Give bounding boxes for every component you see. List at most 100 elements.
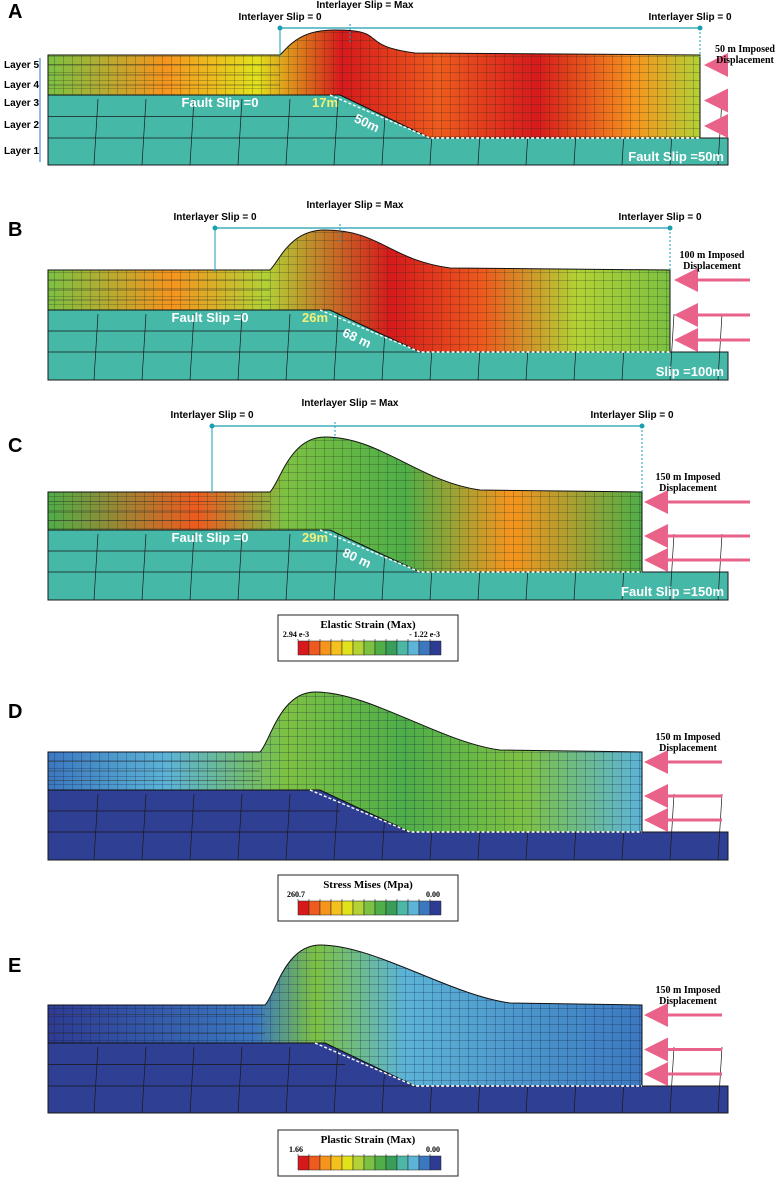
legend-swatch — [352, 640, 365, 656]
legend-swatch — [374, 1155, 387, 1171]
legend-swatch — [308, 1155, 321, 1171]
fine-mesh — [48, 30, 700, 138]
interlayer-slip-right: Interlayer Slip = 0 — [618, 212, 702, 223]
panel-label: E — [8, 955, 21, 977]
color-legend: Plastic Strain (Max) 1.66 0.00 — [277, 1129, 459, 1177]
fault-slip-mid: 17m — [312, 95, 338, 110]
legend-swatch — [396, 640, 409, 656]
mesh-line — [717, 793, 723, 861]
fault-slip-mid: 29m — [302, 530, 328, 545]
legend-max: 2.94 e-3 — [283, 630, 309, 639]
legend-swatch — [363, 640, 376, 656]
mesh-line — [189, 98, 195, 166]
legend-swatch — [429, 1155, 442, 1171]
mesh-line — [141, 533, 147, 601]
legend-swatch — [330, 640, 343, 656]
legend-swatch — [396, 900, 409, 916]
fault-slip-mid: 26m — [302, 310, 328, 325]
panel-label: C — [8, 435, 22, 457]
imposed-label: 100 m Imposed — [679, 250, 744, 261]
legend-title: Plastic Strain (Max) — [321, 1134, 416, 1146]
legend-swatch — [352, 1155, 365, 1171]
layer-label: Layer 5 — [4, 60, 39, 71]
legend-swatch — [385, 900, 398, 916]
legend-swatch — [352, 900, 365, 916]
color-legend: Stress Mises (Mpa) 260.7 0.00 — [277, 874, 459, 922]
legend-max: 260.7 — [287, 890, 305, 899]
mesh-line — [237, 793, 243, 861]
interlayer-slip-left: Interlayer Slip = 0 — [170, 410, 254, 421]
mesh-line — [141, 98, 147, 166]
mesh-line — [237, 1046, 243, 1114]
slip-node — [212, 225, 218, 231]
imposed-label: Displacement — [659, 996, 717, 1007]
panel-label: A — [8, 1, 22, 23]
legend-swatch — [341, 1155, 354, 1171]
legend-swatch — [385, 640, 398, 656]
mesh-line — [669, 533, 675, 601]
legend-swatch — [319, 640, 332, 656]
interlayer-slip-right: Interlayer Slip = 0 — [648, 12, 732, 23]
legend-swatch — [308, 640, 321, 656]
mesh-line — [189, 1046, 195, 1114]
fault-trace — [329, 94, 700, 139]
fault-slip-left: Fault Slip =0 — [172, 310, 249, 325]
mesh-line — [285, 1046, 291, 1114]
slip-node — [639, 423, 645, 429]
imposed-label: 50 m Imposed — [715, 44, 775, 55]
mesh-line — [285, 98, 291, 166]
legend-swatch — [319, 1155, 332, 1171]
fault-trace — [309, 789, 642, 833]
legend-swatch — [363, 1155, 376, 1171]
slip-node — [667, 225, 673, 231]
fault-slip-right: Fault Slip =150m — [621, 584, 724, 599]
legend-swatch — [297, 1155, 310, 1171]
interlayer-slip-mid: Interlayer Slip = Max — [302, 398, 399, 409]
mesh-line — [141, 793, 147, 861]
mesh-line — [333, 98, 339, 166]
legend-swatch — [429, 640, 442, 656]
panel-label: D — [8, 701, 22, 723]
legend-swatch — [418, 1155, 431, 1171]
mesh-line — [189, 793, 195, 861]
legend-swatch — [407, 640, 420, 656]
legend-max: 1.66 — [289, 1145, 303, 1154]
legend-min: 0.00 — [426, 1145, 440, 1154]
fault-slip-right: Slip =100m — [656, 364, 724, 379]
mesh-line — [237, 533, 243, 601]
mesh-line — [93, 98, 99, 166]
interlayer-slip-mid: Interlayer Slip = Max — [317, 0, 414, 11]
interlayer-slip-left: Interlayer Slip = 0 — [173, 212, 257, 223]
fault-slip-right: Fault Slip =50m — [628, 149, 724, 164]
imposed-label: Displacement — [659, 743, 717, 754]
mesh-line — [285, 533, 291, 601]
legend-swatch — [297, 900, 310, 916]
imposed-label: Displacement — [683, 261, 741, 272]
legend-swatch — [407, 900, 420, 916]
legend-title: Stress Mises (Mpa) — [323, 879, 413, 891]
mesh-line — [285, 313, 291, 381]
legend-swatch — [363, 900, 376, 916]
layer-label: Layer 3 — [4, 98, 39, 109]
mesh-line — [189, 533, 195, 601]
mesh-line — [333, 793, 339, 861]
legend-swatch — [297, 640, 310, 656]
legend-title: Elastic Strain (Max) — [320, 619, 416, 631]
mesh-line — [717, 533, 723, 601]
mesh-line — [189, 313, 195, 381]
legend-swatch — [385, 1155, 398, 1171]
interlayer-slip-right: Interlayer Slip = 0 — [590, 410, 674, 421]
legend-swatch — [319, 900, 332, 916]
panel-label: B — [8, 219, 22, 241]
mesh-line — [93, 313, 99, 381]
interlayer-slip-mid: Interlayer Slip = Max — [307, 200, 404, 211]
legend-swatch — [374, 900, 387, 916]
slip-node — [209, 423, 215, 429]
mesh-line — [237, 98, 243, 166]
fault-trace — [319, 309, 670, 353]
legend-swatch — [429, 900, 442, 916]
